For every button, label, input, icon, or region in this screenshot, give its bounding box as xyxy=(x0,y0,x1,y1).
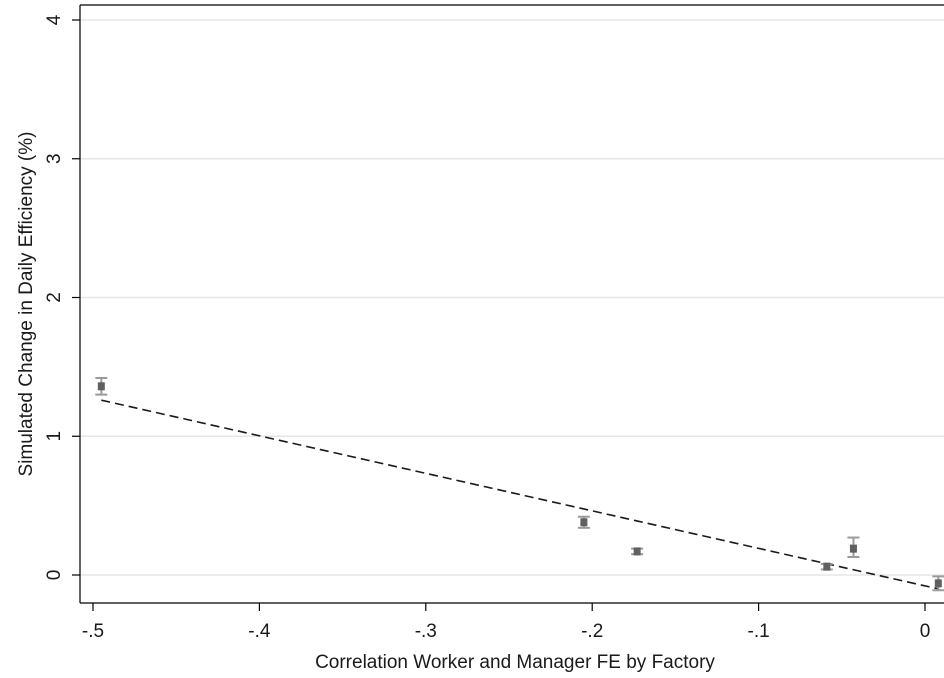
data-point xyxy=(97,382,105,391)
y-ticks: 0 1 2 3 4 xyxy=(44,14,80,580)
gridlines xyxy=(80,19,944,576)
y-tick-label: 2 xyxy=(44,292,65,303)
x-tick-label: -.4 xyxy=(248,621,271,642)
x-tick-label: -.3 xyxy=(415,621,437,642)
x-tick-label: -.2 xyxy=(581,621,603,642)
x-tick-label: -.1 xyxy=(748,621,770,642)
fit-line-layer xyxy=(101,399,939,590)
data-point xyxy=(580,518,588,527)
y-tick-label: 4 xyxy=(44,14,65,25)
x-axis-title: Correlation Worker and Manager FE by Fac… xyxy=(315,652,715,673)
plot-area xyxy=(80,5,944,603)
x-tick-label: 0 xyxy=(920,621,931,642)
x-ticks: -.5 -.4 -.3 -.2 -.1 0 xyxy=(82,603,930,642)
data-point xyxy=(823,562,831,571)
points-layer xyxy=(95,376,944,592)
data-point xyxy=(633,547,641,556)
y-tick-label: 0 xyxy=(44,570,65,581)
x-tick-label: -.5 xyxy=(82,621,104,642)
y-tick-label: 3 xyxy=(44,153,65,164)
data-point xyxy=(849,544,857,553)
y-axis-title: Simulated Change in Daily Efficiency (%) xyxy=(16,132,37,477)
fit-line xyxy=(101,399,939,590)
y-tick-label: 1 xyxy=(44,431,65,442)
data-point xyxy=(934,579,942,588)
